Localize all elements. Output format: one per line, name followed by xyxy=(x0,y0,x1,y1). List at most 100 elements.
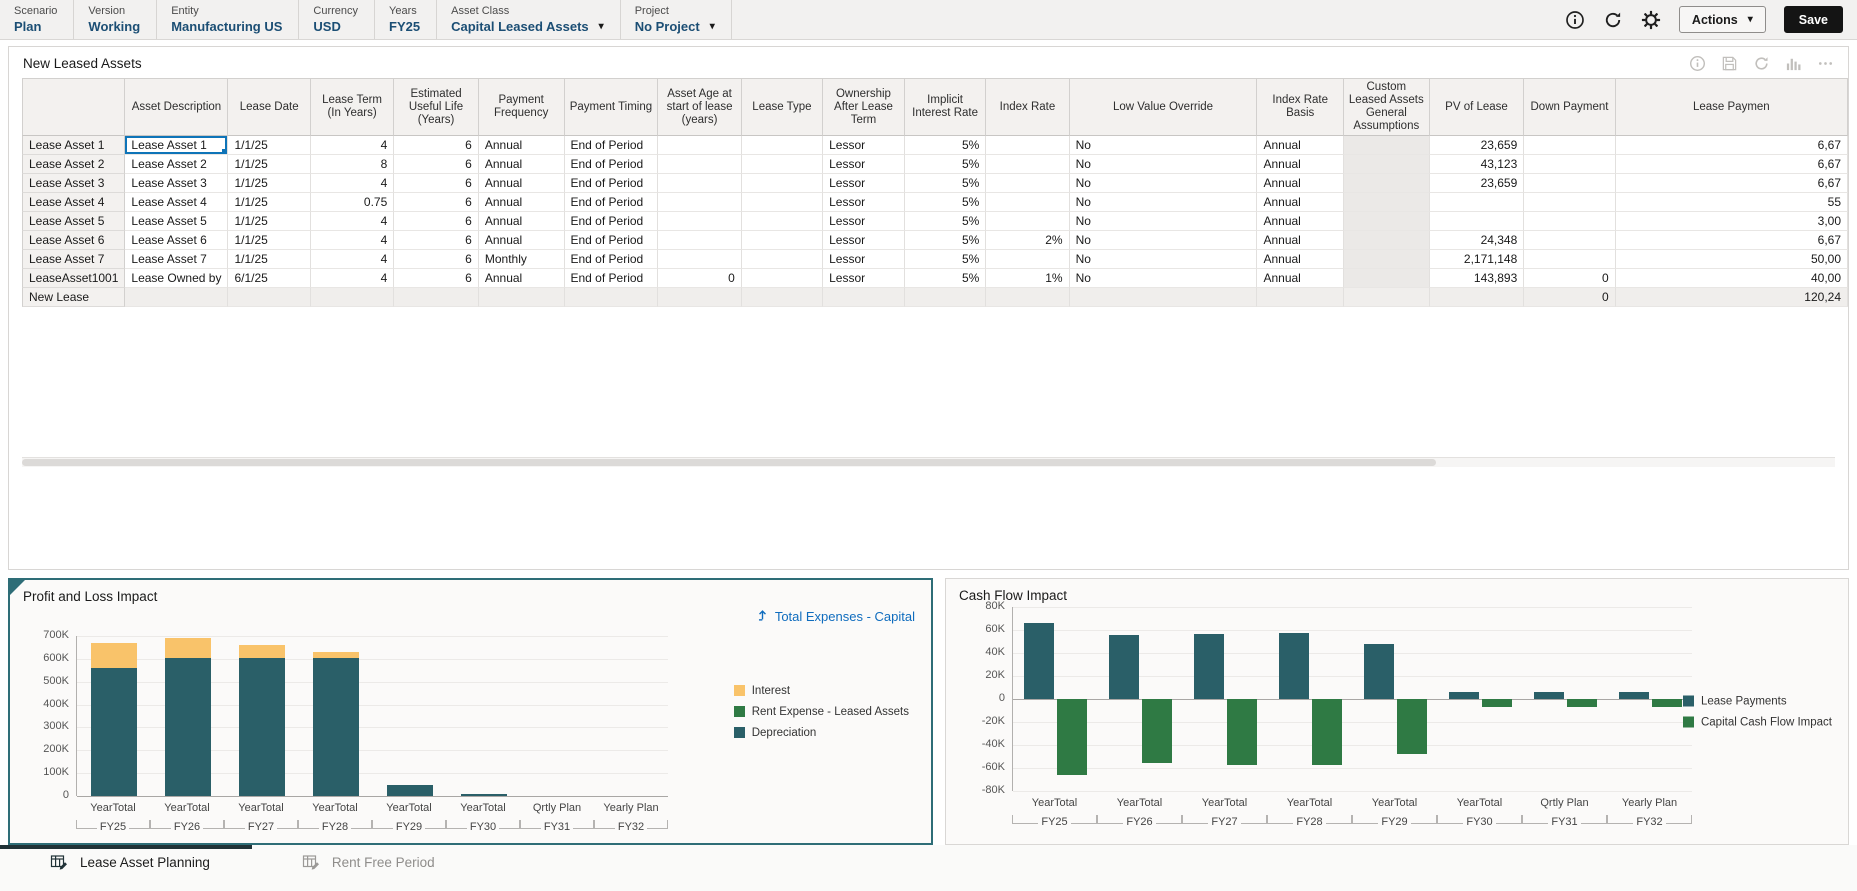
grid-cell[interactable]: Lessor xyxy=(823,155,905,174)
grid-cell[interactable]: Annual xyxy=(1257,155,1344,174)
grid-cell[interactable]: End of Period xyxy=(564,231,659,250)
grid-cell[interactable]: Lessor xyxy=(823,250,905,269)
grid-cell[interactable]: 0 xyxy=(658,269,742,288)
grid-cell[interactable]: No xyxy=(1069,212,1258,231)
grid-cell[interactable] xyxy=(658,250,742,269)
grid-cell[interactable]: 1/1/25 xyxy=(228,174,311,193)
grid-cell[interactable]: 6 xyxy=(394,212,479,231)
grid-cell[interactable]: 6 xyxy=(394,174,479,193)
grid-cell[interactable] xyxy=(986,288,1070,307)
grid-cell[interactable]: No xyxy=(1069,174,1258,193)
grid-cell[interactable]: Annual xyxy=(1257,231,1344,250)
grid-cell[interactable]: 8 xyxy=(310,155,395,174)
grid-cell[interactable] xyxy=(741,250,824,269)
total-expenses-link[interactable]: Total Expenses - Capital xyxy=(756,608,915,624)
grid-cell[interactable]: End of Period xyxy=(564,250,659,269)
grid-cell[interactable] xyxy=(1343,231,1430,250)
grid-cell[interactable]: Lease Asset 6 xyxy=(125,231,229,250)
grid-cell[interactable]: End of Period xyxy=(564,193,659,212)
grid-cell[interactable]: No xyxy=(1069,250,1258,269)
grid-cell[interactable]: No xyxy=(1069,269,1258,288)
grid-cell[interactable]: 1/1/25 xyxy=(228,155,311,174)
grid-cell[interactable] xyxy=(986,212,1070,231)
grid-cell[interactable]: 6 xyxy=(394,231,479,250)
grid-cell[interactable] xyxy=(823,288,905,307)
grid-cell[interactable]: 6,67 xyxy=(1615,231,1848,250)
grid-cell[interactable] xyxy=(1524,193,1616,212)
grid-cell[interactable]: 23,659 xyxy=(1429,136,1525,155)
grid-cell[interactable]: 6 xyxy=(394,269,479,288)
grid-cell[interactable] xyxy=(1524,174,1616,193)
grid-cell[interactable] xyxy=(904,288,987,307)
grid-cell[interactable] xyxy=(228,288,311,307)
grid-cell[interactable]: 5% xyxy=(904,193,987,212)
grid-cell[interactable] xyxy=(1524,136,1616,155)
grid-cell[interactable]: 1/1/25 xyxy=(228,212,311,231)
save-icon[interactable] xyxy=(1721,55,1738,72)
chart-icon[interactable] xyxy=(1785,55,1802,72)
grid-cell[interactable]: 1/1/25 xyxy=(228,231,311,250)
grid-cell[interactable] xyxy=(986,250,1070,269)
horizontal-scrollbar[interactable] xyxy=(22,457,1835,467)
pnl-chart-panel[interactable]: Profit and Loss Impact Total Expenses - … xyxy=(8,578,933,845)
grid-cell[interactable]: Annual xyxy=(478,231,565,250)
grid-cell[interactable]: 0.75 xyxy=(310,193,395,212)
grid-cell[interactable] xyxy=(1524,250,1616,269)
grid-cell[interactable] xyxy=(1343,155,1430,174)
grid-cell[interactable]: 0 xyxy=(1524,288,1616,307)
grid-cell[interactable]: 5% xyxy=(904,231,987,250)
grid-cell[interactable] xyxy=(564,288,659,307)
grid-cell[interactable]: 2,171,148 xyxy=(1429,250,1525,269)
grid-cell[interactable] xyxy=(1429,212,1525,231)
grid-cell[interactable] xyxy=(986,193,1070,212)
grid-cell[interactable]: 4 xyxy=(310,269,395,288)
row-header[interactable]: Lease Asset 2 xyxy=(22,155,126,174)
row-header[interactable]: Lease Asset 6 xyxy=(22,231,126,250)
grid-cell[interactable]: End of Period xyxy=(564,269,659,288)
grid-cell[interactable]: 55 xyxy=(1615,193,1848,212)
grid-cell[interactable]: End of Period xyxy=(564,136,659,155)
more-icon[interactable] xyxy=(1817,55,1834,72)
pov-item-project[interactable]: Project No Project ▾ xyxy=(621,0,732,39)
grid-cell[interactable]: End of Period xyxy=(564,212,659,231)
grid-cell[interactable]: Lease Asset 1 xyxy=(125,136,229,155)
grid-cell[interactable]: Annual xyxy=(1257,269,1344,288)
grid-cell[interactable]: 40,00 xyxy=(1615,269,1848,288)
grid-cell[interactable]: 43,123 xyxy=(1429,155,1525,174)
grid-cell[interactable]: Lease Asset 5 xyxy=(125,212,229,231)
grid-cell[interactable]: Lessor xyxy=(823,269,905,288)
grid-cell[interactable]: 5% xyxy=(904,136,987,155)
scrollbar-thumb[interactable] xyxy=(22,459,1437,466)
grid-cell[interactable] xyxy=(1069,288,1258,307)
grid-cell[interactable]: Lease Asset 4 xyxy=(125,193,229,212)
row-header[interactable]: Lease Asset 7 xyxy=(22,250,126,269)
grid-cell[interactable]: No xyxy=(1069,136,1258,155)
grid-cell[interactable]: Lessor xyxy=(823,136,905,155)
pov-item-entity[interactable]: Entity Manufacturing US xyxy=(157,0,300,39)
grid-cell[interactable]: No xyxy=(1069,155,1258,174)
grid-cell[interactable] xyxy=(658,212,742,231)
grid-cell[interactable] xyxy=(1429,193,1525,212)
grid-cell[interactable]: 4 xyxy=(310,174,395,193)
grid-cell[interactable] xyxy=(1524,155,1616,174)
grid-cell[interactable] xyxy=(1343,193,1430,212)
grid-cell[interactable]: 4 xyxy=(310,250,395,269)
tab-lease-asset-planning[interactable]: Lease Asset Planning xyxy=(0,845,252,879)
grid-cell[interactable]: 6 xyxy=(394,250,479,269)
grid-cell[interactable]: 5% xyxy=(904,174,987,193)
grid-cell[interactable]: End of Period xyxy=(564,155,659,174)
grid-cell[interactable] xyxy=(125,288,229,307)
cashflow-chart-panel[interactable]: Cash Flow Impact 80K 60K 40K 20K 0 -20K -40K -6… xyxy=(945,578,1849,845)
grid-cell[interactable]: End of Period xyxy=(564,174,659,193)
pov-item-version[interactable]: Version Working xyxy=(74,0,158,39)
grid-cell[interactable]: No xyxy=(1069,231,1258,250)
grid-cell[interactable]: Lease Asset 2 xyxy=(125,155,229,174)
grid-cell[interactable]: Annual xyxy=(1257,174,1344,193)
grid-cell[interactable]: 6,67 xyxy=(1615,136,1848,155)
grid-cell[interactable]: 50,00 xyxy=(1615,250,1848,269)
grid-cell[interactable]: Lessor xyxy=(823,193,905,212)
grid-cell[interactable] xyxy=(741,155,824,174)
grid-cell[interactable] xyxy=(658,155,742,174)
grid-cell[interactable]: Annual xyxy=(478,136,565,155)
grid-cell[interactable]: 2% xyxy=(986,231,1070,250)
